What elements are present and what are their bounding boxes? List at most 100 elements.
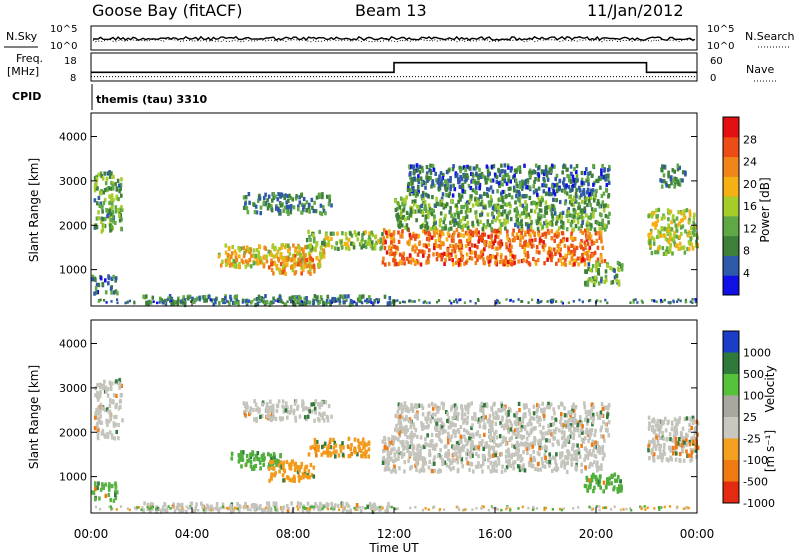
heatmap-cell	[171, 299, 174, 302]
heatmap-cell	[680, 245, 684, 251]
heatmap-cell	[597, 268, 600, 273]
heatmap-cell	[406, 428, 409, 433]
heatmap-cell	[293, 467, 297, 472]
heatmap-cell	[465, 177, 468, 182]
heatmap-cell	[466, 448, 469, 453]
heatmap-cell	[589, 215, 592, 221]
heatmap-cell	[572, 197, 576, 202]
heatmap-cell	[607, 173, 610, 178]
heatmap-cell	[288, 246, 291, 251]
heatmap-cell	[607, 180, 611, 185]
heatmap-cell	[113, 415, 116, 420]
heatmap-cell	[468, 255, 472, 260]
heatmap-cell	[601, 226, 604, 231]
heatmap-cell	[574, 449, 577, 455]
heatmap-cell	[561, 444, 564, 449]
heatmap-cell	[576, 215, 580, 221]
heatmap-cell	[483, 444, 487, 449]
heatmap-cell	[103, 216, 107, 221]
heatmap-cell	[548, 252, 552, 257]
heatmap-cell	[282, 505, 286, 510]
heatmap-cell	[321, 444, 324, 450]
heatmap-cell	[474, 229, 478, 234]
heatmap-cell	[397, 406, 401, 411]
heatmap-cell	[97, 427, 100, 432]
heatmap-cell	[576, 443, 579, 448]
heatmap-cell	[676, 167, 680, 172]
heatmap-cell	[108, 380, 112, 385]
heatmap-cell	[422, 253, 425, 258]
heatmap-cell	[532, 411, 536, 416]
heatmap-cell	[237, 508, 241, 513]
heatmap-cell	[400, 260, 404, 266]
heatmap-cell	[126, 300, 129, 304]
heatmap-cell	[528, 262, 532, 267]
heatmap-cell	[554, 176, 557, 182]
heatmap-cell	[673, 230, 676, 236]
heatmap-cell	[658, 419, 662, 424]
heatmap-cell	[559, 455, 562, 460]
heatmap-cell	[411, 444, 415, 449]
heatmap-cell	[567, 209, 571, 215]
heatmap-cell	[613, 472, 617, 477]
heatmap-cell	[651, 222, 655, 227]
heatmap-cell	[409, 439, 413, 444]
heatmap-cell	[320, 452, 324, 457]
heatmap-cell	[603, 259, 607, 264]
heatmap-cell	[278, 211, 281, 216]
heatmap-cell	[649, 245, 652, 250]
heatmap-cell	[256, 451, 260, 456]
heatmap-cell	[253, 202, 256, 207]
heatmap-cell	[563, 164, 567, 169]
heatmap-cell	[489, 425, 493, 430]
heatmap-cell	[478, 182, 482, 188]
heatmap-cell	[570, 454, 574, 459]
heatmap-cell	[532, 200, 535, 205]
heatmap-cell	[396, 216, 399, 221]
heatmap-cell	[247, 247, 250, 253]
heatmap-cell	[593, 460, 596, 465]
heatmap-cell	[600, 402, 604, 407]
heatmap-cell	[415, 204, 419, 209]
heatmap-cell	[576, 220, 580, 225]
heatmap-cell	[477, 197, 480, 202]
heatmap-cell	[438, 430, 441, 435]
heatmap-cell	[310, 247, 314, 252]
heatmap-cell	[595, 260, 598, 265]
heatmap-cell	[322, 205, 325, 210]
heatmap-cell	[489, 432, 492, 437]
heatmap-cell	[299, 476, 303, 481]
heatmap-cell	[345, 236, 348, 241]
heatmap-cell	[336, 298, 339, 301]
heatmap-cell	[588, 245, 592, 250]
heatmap-cell	[509, 463, 512, 468]
heatmap-cell	[269, 300, 272, 304]
heatmap-cell	[100, 420, 103, 425]
heatmap-cell	[279, 295, 282, 300]
heatmap-cell	[309, 445, 313, 450]
heatmap-cell	[352, 245, 356, 250]
heatmap-cell	[358, 300, 361, 303]
heatmap-cell	[420, 467, 423, 472]
heatmap-cell	[603, 405, 606, 410]
heatmap-cell	[511, 232, 515, 237]
heatmap-cell	[578, 188, 582, 193]
heatmap-cell	[436, 180, 440, 185]
heatmap-cell	[419, 176, 423, 181]
heatmap-cell	[257, 299, 260, 303]
heatmap-cell	[230, 451, 234, 456]
heatmap-cell	[442, 402, 446, 407]
heatmap-cell	[537, 198, 541, 203]
heatmap-cell	[490, 212, 494, 217]
heatmap-cell	[262, 264, 266, 269]
heatmap-cell	[476, 257, 479, 262]
heatmap-cell	[309, 264, 313, 269]
heatmap-cell	[388, 229, 391, 234]
heatmap-cell	[491, 178, 495, 183]
heatmap-cell	[537, 404, 541, 409]
heatmap-cell	[305, 257, 308, 263]
heatmap-cell	[289, 210, 293, 215]
heatmap-cell	[436, 417, 440, 422]
heatmap-cell	[456, 455, 459, 460]
heatmap-cell	[290, 257, 294, 262]
